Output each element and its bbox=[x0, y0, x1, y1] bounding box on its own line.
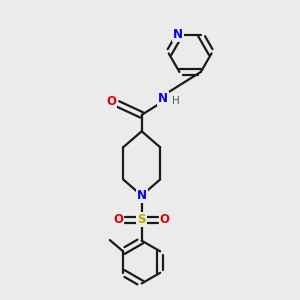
Text: H: H bbox=[172, 96, 180, 106]
Text: O: O bbox=[160, 213, 170, 226]
Text: N: N bbox=[137, 189, 147, 202]
Text: S: S bbox=[137, 213, 146, 226]
Text: N: N bbox=[173, 28, 183, 41]
Text: N: N bbox=[158, 92, 168, 105]
Text: O: O bbox=[106, 95, 116, 108]
Text: O: O bbox=[113, 213, 124, 226]
